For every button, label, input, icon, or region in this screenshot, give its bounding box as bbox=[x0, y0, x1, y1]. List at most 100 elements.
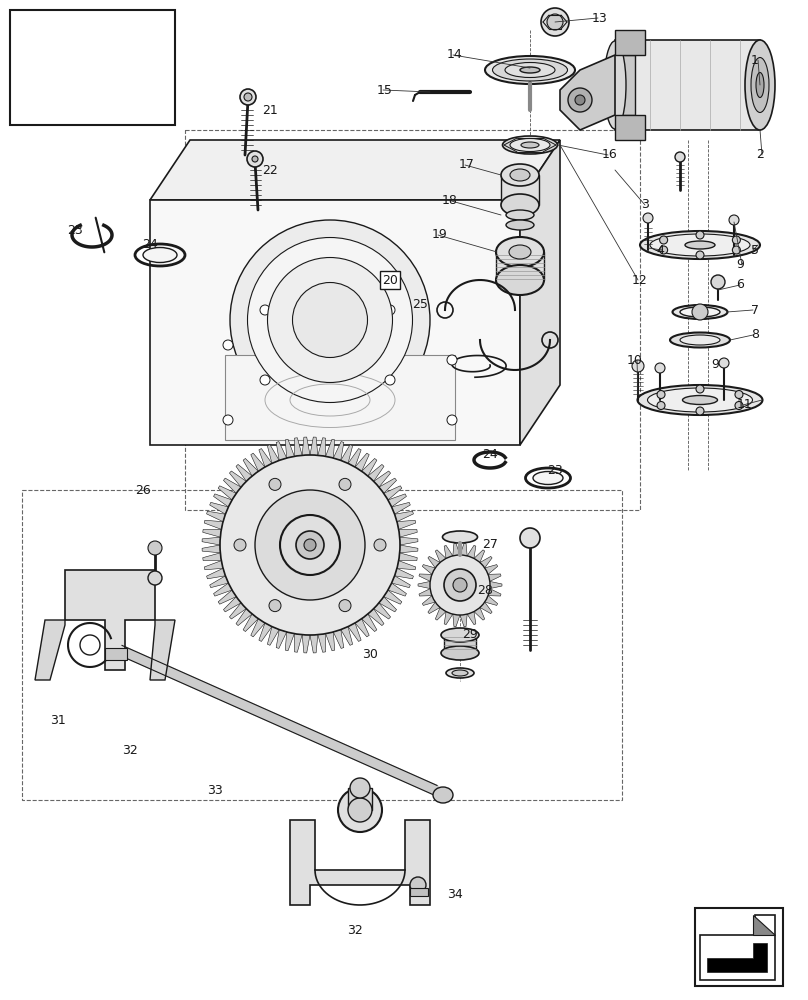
Polygon shape bbox=[496, 252, 544, 280]
Polygon shape bbox=[285, 632, 294, 651]
Text: 15: 15 bbox=[377, 84, 393, 97]
Bar bbox=[10, 10, 175, 125]
Circle shape bbox=[575, 95, 585, 105]
Circle shape bbox=[659, 236, 667, 244]
Polygon shape bbox=[753, 915, 775, 935]
Polygon shape bbox=[452, 614, 460, 627]
Text: 5: 5 bbox=[751, 243, 759, 256]
Ellipse shape bbox=[443, 531, 478, 543]
Polygon shape bbox=[392, 576, 410, 588]
Circle shape bbox=[269, 478, 281, 490]
Text: 26: 26 bbox=[135, 484, 151, 496]
Ellipse shape bbox=[496, 265, 544, 295]
Polygon shape bbox=[236, 609, 252, 626]
Circle shape bbox=[223, 340, 233, 350]
Ellipse shape bbox=[604, 41, 626, 129]
Polygon shape bbox=[341, 627, 352, 645]
Text: 16: 16 bbox=[602, 148, 618, 161]
Circle shape bbox=[385, 375, 395, 385]
Circle shape bbox=[520, 528, 540, 548]
Circle shape bbox=[447, 415, 457, 425]
Ellipse shape bbox=[638, 385, 763, 415]
Polygon shape bbox=[224, 597, 241, 612]
Polygon shape bbox=[474, 550, 485, 563]
Circle shape bbox=[223, 415, 233, 425]
Text: 7: 7 bbox=[751, 304, 759, 316]
Polygon shape bbox=[236, 464, 252, 481]
Circle shape bbox=[632, 360, 644, 372]
Polygon shape bbox=[397, 561, 416, 570]
Text: 24: 24 bbox=[142, 238, 158, 251]
Ellipse shape bbox=[510, 169, 530, 181]
Ellipse shape bbox=[247, 237, 413, 402]
Circle shape bbox=[148, 571, 162, 585]
Polygon shape bbox=[207, 568, 225, 579]
Ellipse shape bbox=[292, 282, 368, 358]
Circle shape bbox=[148, 541, 162, 555]
Polygon shape bbox=[35, 620, 65, 680]
Polygon shape bbox=[294, 634, 302, 652]
Text: 32: 32 bbox=[347, 924, 363, 936]
Circle shape bbox=[447, 355, 457, 365]
Polygon shape bbox=[488, 589, 501, 596]
Polygon shape bbox=[444, 635, 476, 653]
Polygon shape bbox=[267, 627, 280, 645]
Text: 33: 33 bbox=[207, 784, 223, 796]
Circle shape bbox=[260, 375, 270, 385]
Ellipse shape bbox=[680, 335, 720, 345]
Circle shape bbox=[675, 152, 685, 162]
Polygon shape bbox=[460, 543, 467, 556]
Polygon shape bbox=[373, 471, 390, 487]
Polygon shape bbox=[362, 458, 377, 476]
Circle shape bbox=[410, 877, 426, 893]
Polygon shape bbox=[419, 574, 432, 581]
Polygon shape bbox=[333, 442, 344, 460]
Circle shape bbox=[643, 213, 653, 223]
Polygon shape bbox=[259, 449, 272, 467]
Polygon shape bbox=[229, 603, 246, 619]
Ellipse shape bbox=[683, 395, 718, 404]
Circle shape bbox=[255, 490, 365, 600]
Polygon shape bbox=[490, 581, 502, 589]
Ellipse shape bbox=[446, 668, 474, 678]
Polygon shape bbox=[467, 545, 476, 558]
Polygon shape bbox=[452, 543, 460, 556]
Circle shape bbox=[696, 385, 704, 393]
Ellipse shape bbox=[672, 305, 727, 319]
Circle shape bbox=[453, 578, 467, 592]
Polygon shape bbox=[302, 635, 310, 653]
Ellipse shape bbox=[496, 237, 544, 267]
Polygon shape bbox=[480, 556, 492, 568]
Polygon shape bbox=[436, 550, 446, 563]
Polygon shape bbox=[204, 520, 223, 529]
Circle shape bbox=[280, 515, 340, 575]
Polygon shape bbox=[250, 453, 265, 471]
Polygon shape bbox=[333, 630, 344, 648]
Polygon shape bbox=[210, 576, 229, 588]
Ellipse shape bbox=[533, 472, 563, 485]
Circle shape bbox=[711, 275, 725, 289]
Polygon shape bbox=[259, 623, 272, 641]
Text: 14: 14 bbox=[447, 48, 463, 62]
Circle shape bbox=[657, 390, 665, 398]
Ellipse shape bbox=[501, 194, 539, 216]
Circle shape bbox=[735, 390, 743, 398]
Polygon shape bbox=[615, 55, 635, 115]
Polygon shape bbox=[326, 439, 335, 458]
Polygon shape bbox=[341, 445, 352, 463]
Polygon shape bbox=[400, 537, 418, 545]
Polygon shape bbox=[326, 632, 335, 651]
Polygon shape bbox=[150, 620, 175, 680]
Circle shape bbox=[696, 231, 704, 239]
Bar bbox=[410, 888, 428, 896]
Circle shape bbox=[244, 93, 252, 101]
Polygon shape bbox=[615, 30, 645, 55]
Ellipse shape bbox=[670, 332, 730, 348]
Ellipse shape bbox=[230, 220, 430, 420]
Text: 21: 21 bbox=[262, 104, 278, 116]
Ellipse shape bbox=[751, 57, 769, 112]
Ellipse shape bbox=[640, 231, 760, 259]
Polygon shape bbox=[379, 597, 397, 612]
Polygon shape bbox=[243, 458, 259, 476]
Ellipse shape bbox=[493, 59, 567, 81]
